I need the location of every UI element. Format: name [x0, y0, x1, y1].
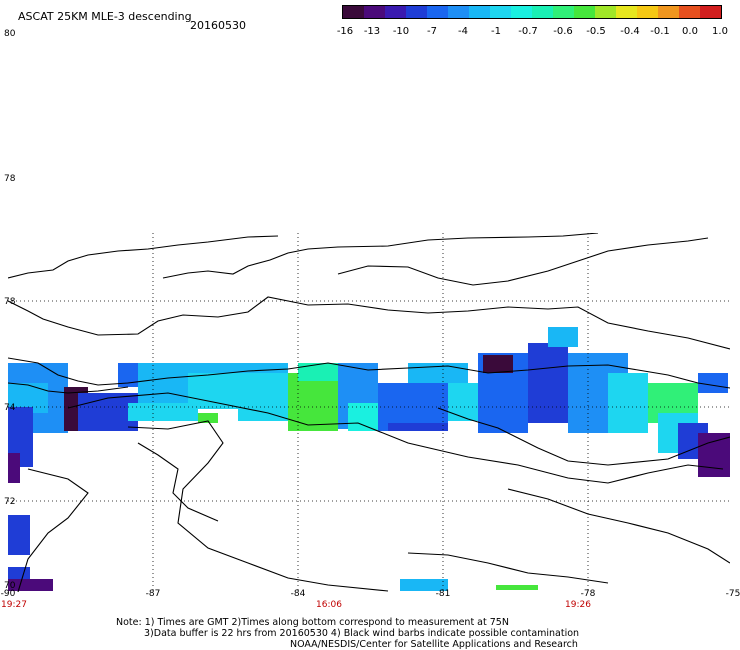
- swath-cell: [698, 373, 728, 393]
- swath-cell: [400, 579, 448, 591]
- swath-cell: [128, 403, 198, 421]
- swath-cell: [608, 373, 648, 433]
- colorbar-swatch: [364, 6, 385, 18]
- swath-cell: [388, 423, 448, 431]
- colorbar-swatch: [448, 6, 469, 18]
- swath-cell: [8, 567, 30, 579]
- colorbar-swatch: [427, 6, 448, 18]
- colorbar-swatch: [658, 6, 679, 18]
- time-label: 19:26: [565, 600, 591, 610]
- date-label: 20160530: [190, 19, 246, 32]
- note-line-1: Note: 1) Times are GMT 2)Times along bot…: [116, 617, 509, 628]
- lon-label: -90: [0, 589, 16, 599]
- colorbar-label: 1.0: [712, 26, 728, 37]
- colorbar-label: -0.7: [518, 26, 538, 37]
- swath-cell: [8, 515, 30, 555]
- colorbar-swatch: [700, 6, 721, 18]
- swath-cell: [298, 363, 338, 381]
- colorbar-label: -13: [363, 26, 381, 37]
- colorbar-label: -0.5: [586, 26, 606, 37]
- swath-cell: [348, 403, 378, 431]
- lat-label-80: 80: [4, 29, 16, 39]
- title: ASCAT 25KM MLE-3 descending: [18, 10, 192, 23]
- lat-label: 74: [4, 403, 16, 413]
- coastlines: [8, 233, 730, 592]
- lat-label-78-upper: 78: [4, 174, 16, 184]
- lon-label: -78: [580, 589, 596, 599]
- colorbar-swatch: [532, 6, 553, 18]
- lon-label: -84: [290, 589, 306, 599]
- colorbar-label: -7: [427, 26, 437, 37]
- colorbar-label: 0.0: [682, 26, 698, 37]
- swath-cell: [483, 355, 513, 373]
- data-swath: [8, 327, 730, 591]
- colorbar-swatch: [343, 6, 364, 18]
- swath-cell: [8, 453, 20, 483]
- colorbar-label: -0.6: [553, 26, 573, 37]
- lat-label: 78: [4, 297, 16, 307]
- colorbar-swatch: [406, 6, 427, 18]
- colorbar-swatch: [679, 6, 700, 18]
- swath-cell: [496, 585, 538, 590]
- lon-label: -87: [145, 589, 161, 599]
- note-line-3: NOAA/NESDIS/Center for Satellite Applica…: [290, 639, 578, 650]
- colorbar-label: -4: [458, 26, 468, 37]
- time-label: 16:06: [316, 600, 342, 610]
- swath-cell: [528, 343, 568, 423]
- time-label: 19:27: [1, 600, 27, 610]
- colorbar-swatch: [469, 6, 490, 18]
- colorbar-swatch: [553, 6, 574, 18]
- lat-label: 72: [4, 497, 16, 507]
- map: [8, 233, 730, 592]
- colorbar-swatch: [616, 6, 637, 18]
- colorbar-label: -1: [491, 26, 501, 37]
- colorbar-swatch: [595, 6, 616, 18]
- swath-cell: [408, 363, 468, 383]
- swath-cell: [288, 373, 338, 431]
- swath-cell: [198, 413, 218, 423]
- note-line-2: 3)Data buffer is 22 hrs from 20160530 4)…: [144, 628, 580, 639]
- swath-cell: [698, 433, 730, 477]
- colorbar: [342, 5, 722, 19]
- colorbar-label: -0.1: [650, 26, 670, 37]
- colorbar-swatch: [637, 6, 658, 18]
- colorbar-label: -0.4: [620, 26, 640, 37]
- gridlines: [8, 233, 730, 592]
- swath-cell: [548, 327, 578, 347]
- colorbar-swatch: [511, 6, 532, 18]
- colorbar-label: -10: [392, 26, 410, 37]
- lon-label: -81: [435, 589, 451, 599]
- colorbar-label: -16: [336, 26, 354, 37]
- colorbar-swatch: [490, 6, 511, 18]
- lat-label: 70: [4, 581, 16, 591]
- lon-label: -75: [725, 589, 740, 599]
- colorbar-swatch: [385, 6, 406, 18]
- colorbar-swatch: [574, 6, 595, 18]
